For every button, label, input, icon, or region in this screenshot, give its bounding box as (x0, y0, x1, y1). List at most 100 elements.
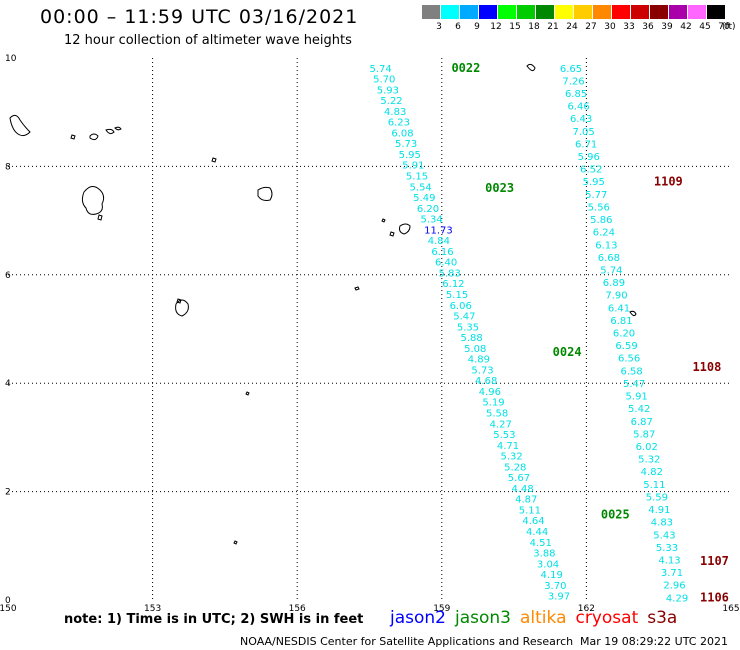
wave-height-value: 3.70 (544, 581, 566, 592)
scale-swatch (555, 5, 573, 19)
wave-height-value: 5.32 (638, 455, 660, 466)
generated-date: Mar 19 08:29:22 UTC 2021 (580, 635, 728, 648)
pass-labels: 0022 0023 0024 0025 1109 1108 1107 1106 (451, 61, 728, 605)
wave-height-value: 5.91 (626, 392, 648, 403)
scale-swatch (688, 5, 706, 19)
wave-height-value: 4.96 (479, 387, 501, 398)
wave-height-value: 3.88 (533, 549, 555, 560)
satellite-legend: jason2 jason3 altika cryosat s3a (390, 608, 686, 628)
pass-number: 1107 (700, 554, 729, 568)
y-tick-label: 8 (5, 162, 11, 172)
wave-height-value: 5.74 (370, 64, 392, 75)
wave-height-value: 6.68 (598, 253, 620, 264)
wave-height-value: 5.08 (464, 344, 486, 355)
island (354, 286, 360, 291)
wave-height-value: 2.96 (663, 581, 685, 592)
wave-height-value: 5.96 (578, 152, 600, 163)
island (257, 186, 273, 201)
island (629, 310, 637, 317)
wave-height-value: 7.26 (562, 76, 584, 87)
wave-height-value: 5.19 (482, 398, 504, 409)
scale-swatch (612, 5, 630, 19)
wave-height-value: 5.15 (406, 171, 428, 182)
pass-number: 1108 (692, 360, 721, 374)
wave-height-value: 6.46 (567, 102, 589, 113)
scale-label: 3 (436, 22, 442, 32)
wave-height-value: 5.95 (399, 150, 421, 161)
wave-height-value: 4.51 (530, 538, 552, 549)
scale-label: 21 (547, 22, 559, 32)
wave-height-value: 4.83 (651, 518, 673, 529)
island (245, 391, 250, 396)
wave-height-value: 4.13 (658, 555, 680, 566)
map-grid (8, 58, 731, 600)
wave-height-value: 6.23 (388, 118, 410, 129)
wave-height-value: 5.32 (501, 452, 523, 463)
island (89, 133, 99, 141)
wave-height-value: 6.56 (618, 354, 640, 365)
wave-height-value: 4.68 (475, 376, 497, 387)
island (381, 218, 386, 223)
scale-swatch (479, 5, 497, 19)
chart-title: 00:00 – 11:59 UTC 03/16/2021 (40, 6, 359, 28)
islands (9, 63, 637, 545)
x-tick-label: 150 (0, 604, 17, 614)
wave-height-value: 5.54 (410, 182, 432, 193)
wave-height-value: 5.15 (446, 290, 468, 301)
legend-cryosat: cryosat (575, 608, 639, 628)
wave-height-value: 5.93 (377, 85, 399, 96)
island (70, 134, 76, 140)
wave-height-value: 4.84 (428, 236, 450, 247)
scale-label: 45 (699, 22, 711, 32)
island (211, 157, 217, 163)
scale-label: 6 (455, 22, 461, 32)
wave-height-value: 6.06 (450, 301, 472, 312)
island (399, 223, 411, 235)
wave-height-value: 6.24 (593, 228, 615, 239)
wave-height-value: 5.56 (588, 202, 610, 213)
wave-height-value: 7.05 (573, 127, 595, 138)
scale-unit: (ft) (722, 22, 736, 32)
wave-height-value: 6.89 (603, 278, 625, 289)
wave-height-value: 5.22 (380, 96, 402, 107)
legend-s3a: s3a (647, 608, 678, 628)
wave-height-value: 3.97 (548, 592, 570, 603)
scale-label: 18 (528, 22, 540, 32)
wave-height-value: 6.02 (636, 442, 658, 453)
scale-swatch (669, 5, 687, 19)
scale-label: 15 (509, 22, 521, 32)
scale-swatch (707, 5, 725, 19)
island (97, 214, 103, 221)
island (9, 114, 31, 137)
scale-swatch (574, 5, 592, 19)
pass-number: 0022 (451, 61, 480, 75)
wave-height-value: 5.88 (460, 333, 482, 344)
scale-swatch (441, 5, 459, 19)
wave-height-value: 5.47 (453, 312, 475, 323)
pass-number: 0023 (485, 181, 514, 195)
pass-number: 0024 (553, 345, 582, 359)
wave-height-value: 6.20 (417, 204, 439, 215)
wave-height-value: 5.73 (395, 139, 417, 150)
scale-label: 42 (680, 22, 692, 32)
wave-height-value: 3.04 (537, 559, 559, 570)
wave-height-value: 4.19 (541, 570, 563, 581)
wave-height-value: 5.73 (471, 365, 493, 376)
wave-height-value: 6.41 (608, 303, 630, 314)
y-tick-label: 4 (5, 379, 11, 389)
scale-label: 24 (566, 22, 578, 32)
y-tick-label: 2 (5, 488, 11, 498)
scale-swatch (517, 5, 535, 19)
wave-height-value: 6.08 (391, 128, 413, 139)
map-axes: 150 153 156 159 162 165 0 2 4 6 8 10 (0, 54, 740, 614)
wave-height-value: 4.64 (522, 516, 544, 527)
wave-height-value: 11.73 (424, 225, 453, 236)
wave-height-value: 4.44 (526, 527, 548, 538)
legend-jason2: jason2 (390, 608, 446, 628)
x-tick-label: 162 (578, 604, 595, 614)
wave-height-value: 6.59 (615, 341, 637, 352)
wave-height-value: 4.87 (515, 495, 537, 506)
scale-swatch (422, 5, 440, 19)
wave-height-value: 5.83 (439, 268, 461, 279)
wave-height-value: 4.89 (468, 355, 490, 366)
